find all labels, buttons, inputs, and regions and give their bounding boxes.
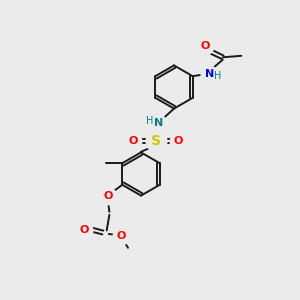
Text: O: O — [117, 231, 126, 241]
Text: O: O — [103, 191, 112, 201]
Text: O: O — [174, 136, 183, 146]
Text: N: N — [205, 69, 214, 79]
Text: S: S — [151, 134, 161, 148]
Text: H: H — [214, 71, 221, 81]
Text: H: H — [146, 116, 153, 127]
Text: O: O — [80, 225, 89, 235]
Text: O: O — [200, 40, 209, 51]
Text: O: O — [129, 136, 138, 146]
Text: N: N — [154, 118, 163, 128]
